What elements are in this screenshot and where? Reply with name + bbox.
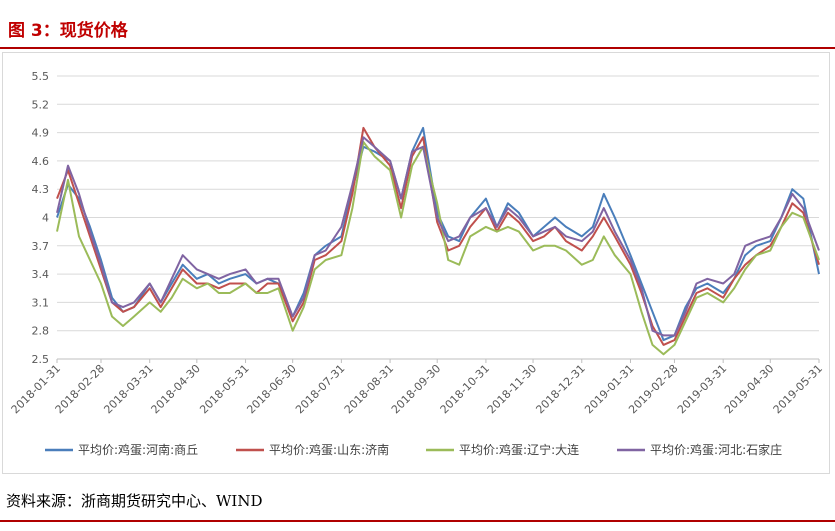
- y-tick-label: 3.1: [32, 296, 50, 309]
- y-tick-label: 5.5: [32, 70, 50, 83]
- x-tick-label: 2018-03-31: [101, 362, 155, 416]
- y-tick-label: 2.8: [32, 325, 50, 338]
- legend-label: 平均价:鸡蛋:河南:商丘: [78, 442, 198, 457]
- line-chart: 5.5 5.2 4.9 4.6 4.3 4 3.7 3.4 3.1 2.8 2.5 2018-01-…: [9, 70, 825, 457]
- x-tick-label: 2019-05-31: [771, 362, 825, 416]
- bottom-divider: [0, 520, 835, 522]
- x-tick-label: 2019-04-30: [722, 362, 776, 416]
- x-tick-label: 2018-05-31: [197, 362, 251, 416]
- y-tick-label: 3.7: [32, 240, 50, 253]
- series-line-1: [56, 126, 820, 342]
- legend-label: 平均价:鸡蛋:山东:济南: [269, 442, 389, 457]
- y-tick-label: 4.3: [32, 183, 50, 196]
- x-axis-ticks: 2018-01-312018-02-282018-03-312018-04-30…: [9, 362, 825, 416]
- series-line-2: [56, 126, 820, 346]
- y-tick-label: 5.2: [32, 98, 50, 111]
- y-tick-label: 4.9: [32, 127, 50, 140]
- x-tick-label: 2018-06-30: [244, 362, 298, 416]
- source-note: 资料来源：浙商期货研究中心、WIND: [6, 492, 263, 510]
- y-tick-label: 4: [42, 212, 49, 225]
- y-axis-ticks: 5.5 5.2 4.9 4.6 4.3 4 3.7 3.4 3.1 2.8 2.5: [32, 70, 50, 366]
- x-tick-label: 2018-08-31: [342, 362, 396, 416]
- x-tick-label: 2018-04-30: [149, 362, 203, 416]
- y-tick-label: 2.5: [32, 353, 50, 366]
- x-tick-label: 2018-09-30: [389, 362, 443, 416]
- figure-title: 图 3：现货价格: [8, 21, 128, 41]
- series-lines: [56, 126, 820, 356]
- title-divider: [0, 47, 835, 49]
- y-tick-label: 4.6: [32, 155, 50, 168]
- x-tick-label: 2018-12-31: [533, 362, 587, 416]
- y-tick-label: 3.4: [32, 268, 50, 281]
- legend: 平均价:鸡蛋:河南:商丘 平均价:鸡蛋:山东:济南 平均价:鸡蛋:辽宁:大连 平均价:…: [45, 442, 782, 457]
- chart-container: 5.5 5.2 4.9 4.6 4.3 4 3.7 3.4 3.1 2.8 2.5 2018-01-…: [2, 52, 830, 474]
- x-tick-label: 2019-03-31: [675, 362, 729, 416]
- legend-label: 平均价:鸡蛋:河北:石家庄: [650, 442, 782, 457]
- x-tick-label: 2018-11-30: [485, 362, 539, 416]
- legend-label: 平均价:鸡蛋:辽宁:大连: [459, 442, 579, 457]
- series-line-4: [56, 136, 820, 337]
- x-tick-label: 2018-07-31: [293, 362, 347, 416]
- series-line-3: [56, 141, 820, 356]
- x-tick-label: 2018-10-31: [438, 362, 492, 416]
